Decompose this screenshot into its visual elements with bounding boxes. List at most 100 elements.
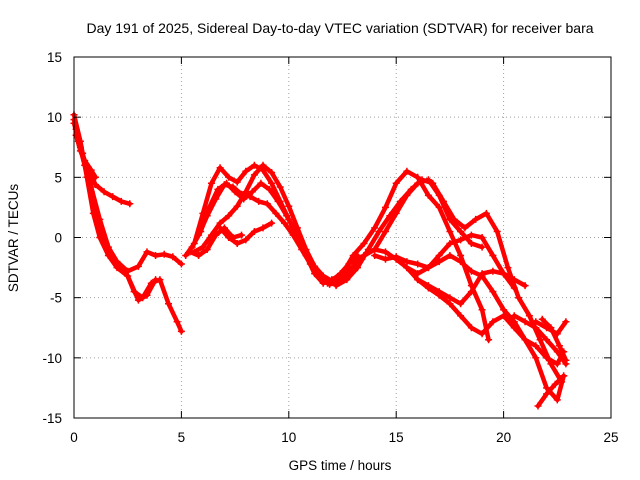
y-tick-label: 15	[47, 50, 62, 65]
data-point	[242, 236, 250, 244]
data-point	[208, 179, 215, 187]
data-point	[414, 173, 422, 181]
data-point	[543, 384, 551, 392]
data-point	[446, 294, 454, 302]
data-point	[532, 342, 540, 350]
data-point	[165, 300, 172, 308]
data-point	[371, 224, 379, 232]
y-tick-labels: -15 -10 -5 0 5 10 15	[42, 50, 62, 426]
data-point	[339, 270, 346, 278]
data-point	[272, 209, 280, 217]
data-point	[478, 243, 486, 251]
data-point	[283, 212, 291, 220]
data-point	[562, 356, 570, 364]
data-point	[521, 318, 529, 326]
data-point	[311, 262, 319, 270]
data-point	[293, 224, 301, 232]
data-point	[250, 171, 258, 179]
data-point	[510, 312, 518, 320]
data-point	[248, 188, 256, 196]
data-point	[257, 179, 265, 187]
data-point	[268, 219, 276, 227]
data-point	[349, 264, 357, 272]
data-point	[242, 188, 250, 196]
data-point	[435, 203, 443, 211]
series-arc-15	[350, 232, 517, 291]
data-point	[92, 173, 99, 181]
data-point	[493, 228, 501, 235]
data-point	[246, 193, 254, 201]
data-point	[225, 234, 233, 241]
data-point	[92, 181, 99, 189]
data-point	[332, 282, 340, 290]
y-tick-label: -5	[50, 291, 62, 306]
data-point	[489, 288, 497, 296]
x-tick-label: 0	[70, 430, 78, 445]
data-point	[424, 191, 432, 199]
data-point	[143, 291, 151, 299]
data-point	[242, 167, 250, 175]
data-point	[250, 228, 258, 235]
data-point	[96, 215, 104, 223]
data-point	[403, 191, 411, 199]
x-tick-label: 20	[496, 430, 511, 445]
data-point	[225, 212, 233, 220]
series-arc-4	[73, 126, 184, 334]
data-point	[343, 276, 351, 284]
series-arc-5	[71, 112, 158, 303]
data-point	[555, 342, 563, 350]
data-point	[446, 300, 454, 308]
data-point	[489, 252, 497, 259]
data-point	[457, 258, 465, 266]
y-axis-label: SDTVAR / TECUs	[6, 184, 21, 293]
data-point	[392, 253, 400, 261]
data-point	[403, 167, 411, 175]
data-point	[203, 246, 211, 253]
data-point	[371, 246, 379, 253]
data-point	[457, 312, 465, 320]
data-point	[233, 202, 241, 210]
data-point	[382, 248, 389, 256]
data-point	[414, 179, 422, 187]
data-point	[532, 318, 540, 326]
data-point	[259, 161, 267, 169]
data-point	[113, 264, 121, 272]
data-point	[266, 185, 273, 193]
data-point	[285, 202, 293, 210]
x-tick-label: 10	[281, 430, 296, 445]
data-point	[371, 252, 379, 259]
data-point	[424, 284, 432, 292]
data-point	[233, 178, 241, 186]
y-tick-label: 5	[54, 170, 62, 185]
data-point	[510, 276, 518, 284]
data-point	[467, 288, 475, 296]
data-point	[188, 243, 196, 251]
data-point	[446, 252, 454, 259]
data-point	[525, 312, 533, 320]
data-point	[195, 252, 203, 259]
data-point	[403, 264, 411, 272]
data-point	[521, 336, 529, 344]
data-point	[446, 240, 454, 247]
x-axis-label: GPS time / hours	[289, 458, 392, 473]
data-point	[199, 243, 207, 251]
data-point	[532, 324, 540, 332]
data-point	[268, 179, 276, 187]
data-point	[543, 354, 551, 362]
data-point	[382, 255, 389, 263]
data-point	[173, 318, 181, 326]
data-point	[472, 215, 480, 223]
y-tick-label: -15	[42, 411, 62, 426]
data-point	[349, 252, 357, 259]
data-point	[482, 209, 490, 217]
data-point	[225, 173, 233, 181]
data-point	[478, 234, 486, 241]
data-point	[435, 252, 443, 259]
data-point	[457, 252, 465, 259]
data-point	[461, 224, 469, 232]
plot-series	[70, 111, 570, 410]
data-point	[169, 253, 177, 261]
data-point	[547, 324, 555, 332]
data-point	[467, 231, 475, 239]
data-point	[446, 215, 454, 223]
